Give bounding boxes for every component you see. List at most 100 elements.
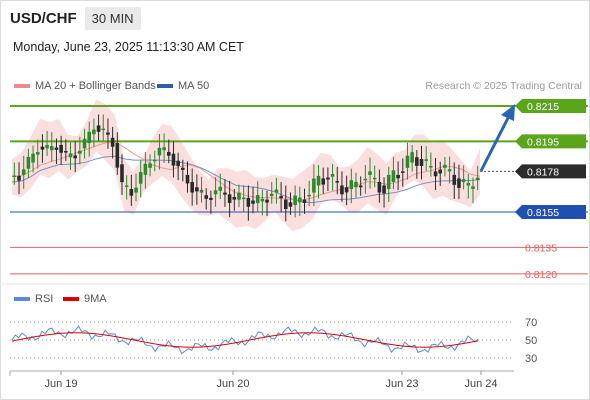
candle-body <box>115 143 120 168</box>
candle-body <box>316 175 321 186</box>
candle-body <box>241 197 246 200</box>
level-tag-bg-0.8155 <box>515 205 586 219</box>
legend-ma50: MA 50 <box>157 80 209 92</box>
legend-bollinger-label: MA 20 + Bollinger Bands <box>35 80 156 92</box>
x-tick-label: Jun 23 <box>385 378 418 390</box>
candle-body <box>218 186 223 191</box>
candle-body <box>391 170 396 182</box>
rsi-9ma-line <box>11 332 479 348</box>
candle-body <box>410 152 414 163</box>
candle-body <box>185 174 190 184</box>
candle-body <box>321 178 326 185</box>
candle-body <box>21 169 26 175</box>
candle-body <box>307 194 311 197</box>
candle-body <box>466 182 471 186</box>
rsi-level-label: 70 <box>525 317 537 329</box>
level-tag-bg-0.8215 <box>515 99 586 113</box>
candle-body <box>443 164 447 168</box>
candle-body <box>405 155 410 168</box>
candle-body <box>181 167 185 170</box>
candle-body <box>143 163 148 175</box>
candle-body <box>382 185 386 194</box>
x-tick-label: Jun 24 <box>464 378 497 390</box>
candle-body <box>457 178 461 188</box>
candle-body <box>190 181 194 193</box>
candle-body <box>349 180 354 190</box>
candle-body <box>134 187 138 193</box>
legend-rsi-label: RSI <box>35 293 54 305</box>
candle-body <box>358 185 363 188</box>
level-label-0.8120: 0.8120 <box>525 269 557 281</box>
candle-body <box>12 175 17 177</box>
candle-body <box>424 159 428 161</box>
candle-body <box>101 128 106 131</box>
legend-9ma: 9MA <box>63 293 107 305</box>
candle-body <box>166 151 171 156</box>
candle-body <box>335 181 340 183</box>
candle-body <box>204 195 209 199</box>
candle-body <box>415 157 419 166</box>
candle-body <box>171 153 176 166</box>
candle-body <box>396 174 400 179</box>
candle-body <box>68 153 73 158</box>
timeframe-button[interactable]: 30 MIN <box>84 7 141 30</box>
candle-body <box>176 160 180 167</box>
candle-body <box>377 181 382 193</box>
candle-body <box>157 147 162 156</box>
legend-ma50-swatch <box>157 84 173 88</box>
candle-body <box>152 159 157 162</box>
candle-body <box>419 159 424 166</box>
forecast-arrow-shaft <box>479 117 510 172</box>
candle-body <box>438 169 443 174</box>
candle-body <box>279 196 283 199</box>
candle-body <box>73 155 77 159</box>
candle-body <box>312 178 316 193</box>
candle-body <box>106 132 110 135</box>
bollinger-band <box>12 99 480 232</box>
candle-body <box>246 197 251 207</box>
candle-body <box>59 144 63 153</box>
legend-9ma-swatch <box>63 297 79 301</box>
level-tag-bg-0.8195 <box>515 134 586 149</box>
candle-body <box>330 174 335 177</box>
candle-body <box>298 197 302 203</box>
candle-body <box>368 171 372 175</box>
ma20-line <box>11 142 481 201</box>
legend-9ma-label: 9MA <box>84 293 107 305</box>
candle-body <box>471 186 475 190</box>
candle-body <box>354 181 358 188</box>
candle-body <box>274 189 279 193</box>
ma50-line <box>11 155 481 204</box>
candle-body <box>209 197 213 200</box>
level-label-0.8155: 0.8155 <box>527 207 559 219</box>
candle-body <box>138 172 143 184</box>
level-label-0.8215: 0.8215 <box>527 101 559 113</box>
chart-header: USD/CHF 30 MIN <box>4 5 141 32</box>
candle-body <box>96 125 101 132</box>
forecast-arrow-head <box>501 104 515 121</box>
candle-body <box>82 138 87 149</box>
candle-body <box>92 129 96 135</box>
candle-body <box>40 146 45 150</box>
candle-body <box>293 195 297 205</box>
level-tag-0.8120: 0.8120 <box>525 269 557 281</box>
candle-body <box>288 202 293 207</box>
candle-body <box>120 164 124 183</box>
credit-text: Research © 2025 Trading Central <box>425 80 582 92</box>
candle-body <box>148 163 152 168</box>
candle-body <box>17 175 21 181</box>
candle-body <box>199 189 204 193</box>
candle-body <box>162 147 166 151</box>
candle-body <box>45 144 49 149</box>
candle-body <box>429 165 433 168</box>
legend-bollinger: MA 20 + Bollinger Bands <box>14 80 156 92</box>
candle-body <box>129 189 134 196</box>
candle-body <box>54 147 59 150</box>
candle-body <box>35 152 40 155</box>
candle-body <box>87 131 92 144</box>
candle-body <box>283 199 288 209</box>
legend-ma50-label: MA 50 <box>178 80 210 92</box>
candle-body <box>223 192 227 195</box>
level-label-0.8135: 0.8135 <box>525 242 557 254</box>
